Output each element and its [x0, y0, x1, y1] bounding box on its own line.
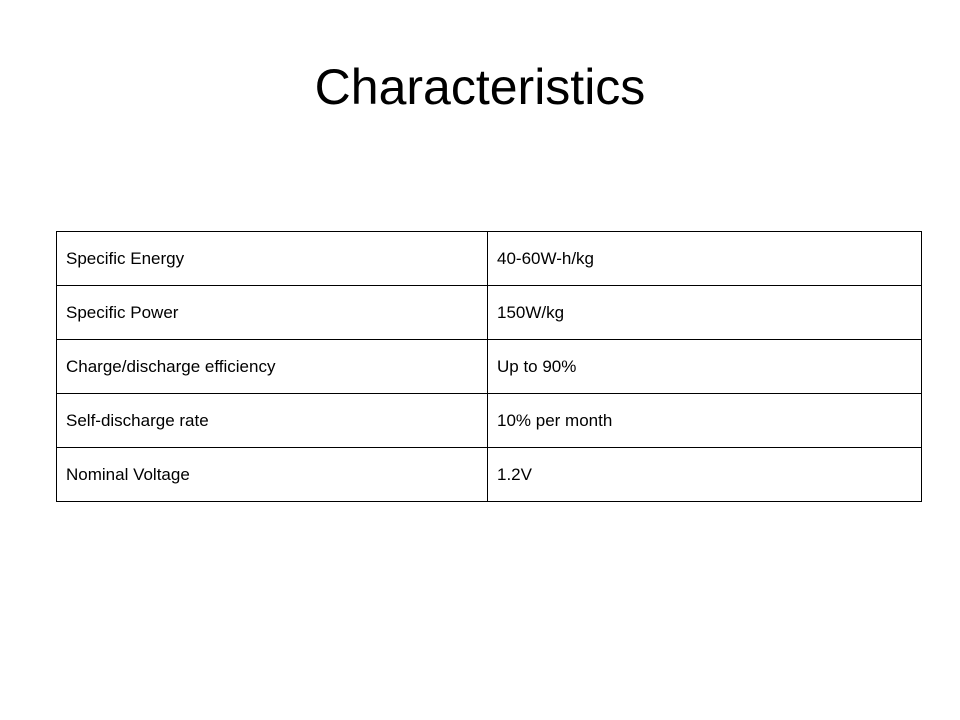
characteristics-table: Specific Energy 40-60W-h/kg Specific Power… [56, 231, 922, 502]
table-row: Nominal Voltage 1.2V [56, 447, 922, 502]
property-cell: Specific Power [56, 285, 488, 340]
value-cell: Up to 90% [487, 339, 922, 394]
property-cell: Specific Energy [56, 231, 488, 286]
table-row: Charge/discharge efficiency Up to 90% [56, 339, 922, 394]
slide-title: Characteristics [314, 59, 646, 115]
value-cell: 10% per month [487, 393, 922, 448]
property-cell: Charge/discharge efficiency [56, 339, 488, 394]
value-cell: 150W/kg [487, 285, 922, 340]
value-cell: 40-60W-h/kg [487, 231, 922, 286]
property-cell: Nominal Voltage [56, 447, 488, 502]
table-row: Self-discharge rate 10% per month [56, 393, 922, 448]
table-row: Specific Power 150W/kg [56, 285, 922, 340]
value-cell: 1.2V [487, 447, 922, 502]
table-row: Specific Energy 40-60W-h/kg [56, 231, 922, 286]
property-cell: Self-discharge rate [56, 393, 488, 448]
